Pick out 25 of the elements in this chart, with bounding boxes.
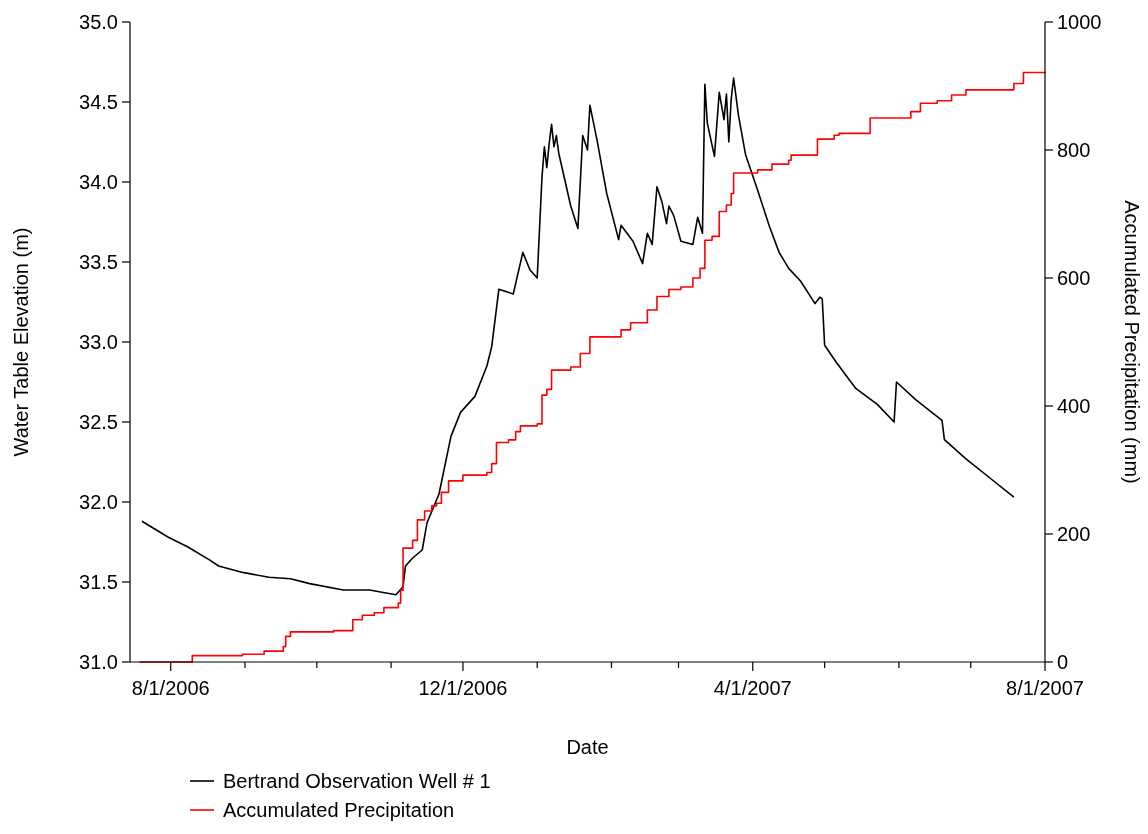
x-axis-title: Date: [566, 736, 609, 758]
x-tick-label: 4/1/2007: [713, 677, 792, 699]
y-tick-label: 34.0: [79, 171, 118, 193]
y2-tick-label: 800: [1057, 139, 1091, 161]
x-tick-label: 12/1/2006: [418, 677, 508, 699]
y2-axis-title: Accumulated Precipitation (mm): [1121, 200, 1143, 484]
y2-tick-label: 1000: [1057, 11, 1102, 33]
y-tick-label: 34.5: [79, 91, 118, 113]
line-series: [141, 77, 1015, 596]
y-axis-title: Water Table Elevation (m): [10, 227, 32, 457]
y2-tick-label: 0: [1057, 651, 1069, 673]
y-tick-label: 31.0: [79, 651, 118, 673]
y-tick-label: 33.5: [79, 251, 118, 273]
x-tick-label: 8/1/2006: [131, 677, 210, 699]
y-tick-label: 33.0: [79, 331, 118, 353]
x-tick-label: 8/1/2007: [1006, 677, 1084, 699]
legend-label: Accumulated Precipitation: [223, 799, 455, 821]
y2-tick-label: 400: [1057, 395, 1091, 417]
y-tick-label: 31.5: [79, 571, 118, 593]
y2-tick-label: 200: [1057, 523, 1091, 545]
y2-tick-label: 600: [1057, 267, 1091, 289]
y-tick-label: 32.5: [79, 411, 118, 433]
legend-label: Bertrand Observation Well # 1: [223, 770, 491, 792]
y-tick-label: 32.0: [79, 491, 118, 513]
y-tick-label: 35.0: [79, 11, 118, 33]
